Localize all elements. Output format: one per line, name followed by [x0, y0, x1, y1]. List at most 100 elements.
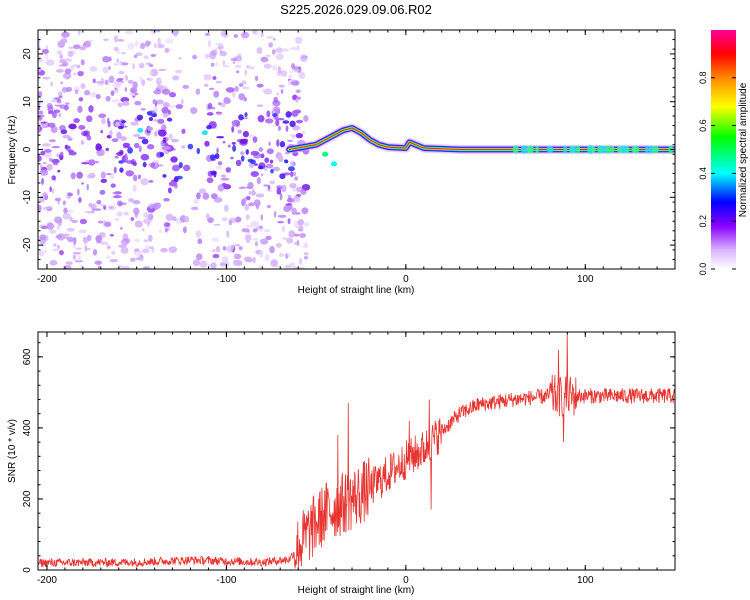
spectrogram-noise-blob	[125, 30, 134, 35]
spectrogram-noise-blob	[154, 130, 158, 137]
spectrogram-strong-blob	[146, 111, 153, 116]
spectrogram-noise-blob	[277, 214, 287, 218]
spectrogram-noise-blob	[256, 104, 264, 107]
spectrogram-hot-blob	[331, 161, 338, 167]
spectrogram-noise-blob	[64, 58, 73, 63]
spectrogram-noise-blob	[297, 266, 306, 269]
spectrogram-noise-blob	[89, 66, 98, 72]
spectrogram-noise-blob	[65, 261, 73, 265]
spectrogram-noise-blob	[293, 68, 302, 73]
spectrogram-noise-blob	[223, 204, 229, 212]
spectrogram-noise-blob	[264, 157, 270, 163]
spectrogram-noise-blob	[239, 138, 248, 144]
spectrogram-noise-blob	[222, 246, 227, 251]
spectrogram-xtick-label: -200	[37, 274, 57, 285]
spectrogram-noise-blob	[96, 149, 105, 157]
spectrogram-noise-blob	[195, 253, 203, 261]
spectrogram-noise-blob	[287, 74, 293, 78]
spectrogram-noise-blob	[244, 203, 250, 211]
spectrogram-noise-blob	[239, 151, 245, 156]
spectrogram-noise-blob	[291, 79, 297, 82]
spectrogram-strong-blob	[240, 155, 245, 162]
spectrogram-noise-blob	[120, 238, 130, 246]
spectrogram-noise-blob	[148, 234, 153, 242]
spectrogram-noise-blob	[65, 145, 71, 151]
spectrogram-hot-blob	[322, 151, 329, 157]
spectrogram-ridge-speckle	[648, 145, 655, 154]
spectrogram-noise-blob	[50, 81, 53, 87]
spectrogram-noise-blob	[156, 99, 164, 105]
spectrogram-noise-blob	[38, 204, 42, 212]
spectrogram-noise-blob	[141, 79, 146, 86]
spectrogram-noise-blob	[233, 34, 238, 38]
spectrogram-noise-blob	[42, 162, 47, 165]
spectrogram-noise-blob	[237, 129, 242, 134]
spectrogram-noise-blob	[40, 240, 46, 247]
spectrogram-noise-blob	[144, 244, 150, 251]
spectrogram-noise-blob	[143, 55, 149, 60]
spectrogram-noise-blob	[232, 90, 236, 98]
spectrogram-noise-blob	[157, 118, 165, 124]
spectrogram-noise-blob	[57, 219, 63, 227]
spectrogram-noise-blob	[116, 78, 122, 83]
spectrogram-noise-blob	[150, 30, 157, 35]
spectrogram-noise-blob	[88, 105, 94, 113]
spectrogram-noise-blob	[62, 134, 71, 139]
spectrogram-ridge-speckle	[610, 145, 615, 154]
spectrogram-noise-blob	[130, 158, 136, 166]
spectrogram-noise-blob	[43, 148, 52, 153]
spectrogram-noise-blob	[242, 196, 248, 203]
spectrogram-noise-blob	[86, 234, 92, 242]
spectrogram-noise-blob	[76, 171, 83, 179]
spectrogram-noise-blob	[269, 245, 275, 254]
spectrogram-noise-blob	[109, 258, 119, 263]
spectrogram-noise-blob	[234, 244, 240, 247]
spectrogram-noise-blob	[77, 255, 81, 262]
spectrogram-noise-blob	[222, 140, 226, 144]
figure-title: S225.2026.029.09.06.R02	[280, 2, 432, 17]
spectrogram-noise-blob	[40, 150, 46, 156]
spectrogram-noise-blob	[57, 244, 61, 250]
spectrogram-noise-blob	[102, 56, 111, 63]
spectrogram-noise-blob	[48, 157, 53, 162]
colorbar-tick-label: 0.6	[698, 119, 708, 132]
spectrogram-ridge-speckle	[633, 145, 640, 154]
spectrogram-noise-blob	[77, 105, 83, 113]
spectrogram-noise-blob	[62, 212, 71, 220]
spectrogram-noise-blob	[59, 151, 64, 157]
spectrogram-noise-blob	[287, 194, 292, 200]
spectrogram-noise-blob	[197, 238, 203, 245]
spectrogram-noise-blob	[216, 136, 225, 139]
spectrogram-noise-blob	[281, 225, 286, 233]
spectrogram-noise-blob	[80, 140, 85, 145]
spectrogram-noise-blob	[42, 76, 51, 80]
spectrogram-noise-blob	[153, 43, 158, 49]
spectrogram-noise-blob	[143, 239, 149, 243]
spectrogram-noise-blob	[157, 44, 165, 49]
spectrogram-noise-blob	[140, 107, 146, 111]
spectrogram-noise-blob	[63, 207, 68, 214]
spectrogram-noise-blob	[275, 47, 284, 54]
spectrogram-noise-blob	[103, 38, 109, 41]
spectrogram-noise-blob	[117, 200, 123, 207]
spectrogram-noise-blob	[260, 30, 264, 38]
spectrogram-noise-blob	[252, 136, 258, 143]
spectrogram-noise-blob	[204, 53, 210, 59]
spectrogram-noise-blob	[288, 79, 292, 86]
spectrogram-noise-blob	[301, 207, 309, 215]
spectrogram-noise-blob	[248, 134, 255, 139]
spectrogram-noise-blob	[223, 98, 231, 105]
spectrogram-noise-blob	[73, 118, 80, 123]
spectrogram-noise-blob	[245, 225, 253, 228]
spectrogram-noise-blob	[134, 238, 140, 243]
spectrogram-noise-blob	[117, 102, 124, 107]
spectrogram-noise-blob	[133, 248, 140, 252]
spectrogram-noise-blob	[45, 45, 49, 51]
spectrogram-noise-blob	[84, 244, 88, 252]
spectrogram-noise-blob	[107, 117, 110, 124]
colorbar-tick-label: 0.4	[698, 167, 708, 180]
spectrogram-noise-blob	[38, 116, 43, 120]
colorbar-tick-label: 0.8	[698, 72, 708, 85]
spectrogram-noise-blob	[275, 242, 282, 248]
